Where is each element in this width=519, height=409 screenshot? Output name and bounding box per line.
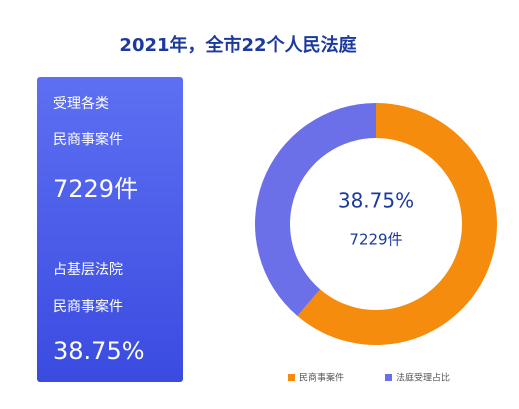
legend-swatch bbox=[288, 374, 295, 381]
legend-label: 民商事案件 bbox=[299, 372, 344, 384]
donut-slice bbox=[297, 103, 498, 346]
center-sublabel: 7229件 bbox=[349, 231, 402, 249]
card-text: 民商事案件 bbox=[53, 131, 123, 148]
card-text: 受理各类 bbox=[53, 96, 109, 112]
card-number: 38.75% bbox=[53, 337, 145, 365]
donut-slice bbox=[255, 103, 376, 317]
legend-label: 法庭受理占比 bbox=[396, 372, 450, 384]
info-card bbox=[37, 77, 183, 382]
card-text: 占基层法院 bbox=[53, 261, 123, 278]
title: 2021年，全市22个人民法庭 bbox=[119, 34, 356, 56]
card-number: 7229件 bbox=[53, 175, 138, 203]
card-text: 民商事案件 bbox=[53, 298, 123, 315]
center-label: 38.75% bbox=[338, 189, 414, 213]
legend-swatch bbox=[385, 374, 392, 381]
